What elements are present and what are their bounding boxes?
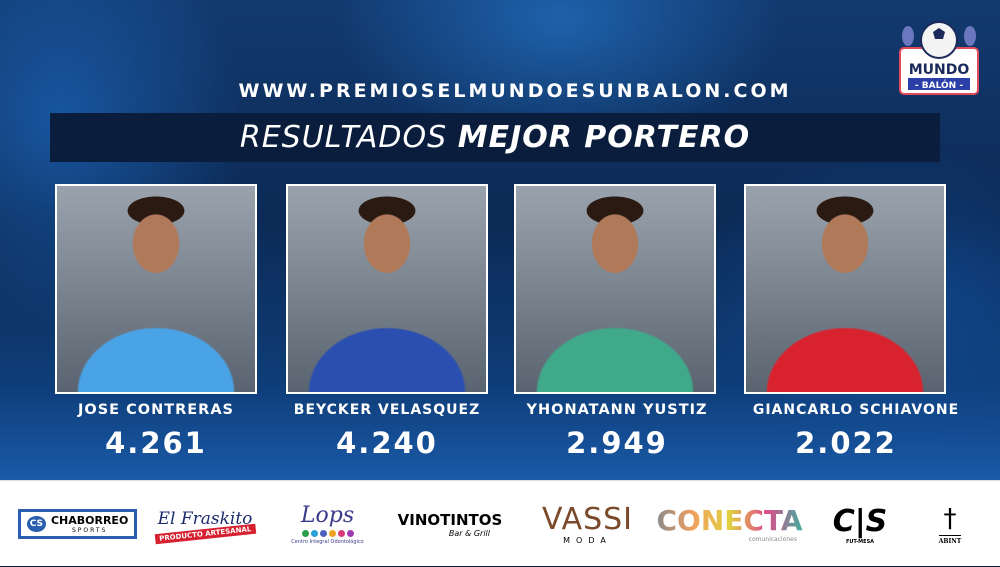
- sponsor-sub: comunicaciones: [748, 535, 797, 543]
- sponsor-sub: Centro Integral Odontológico: [291, 539, 364, 545]
- sponsor-name: C|S: [832, 503, 888, 539]
- player-name: JOSE CONTRERAS: [77, 402, 234, 418]
- sponsor-lops: Lops Centro Integral Odontológico: [280, 481, 375, 567]
- sponsor-sub: Bar & Grill: [448, 528, 490, 538]
- sponsor-sub: MODA: [563, 535, 612, 545]
- mundo-balon-logo: MUNDO - BALÓN -: [899, 21, 979, 95]
- sponsor-el-fraskito: El Fraskito PRODUCTO ARTESANAL: [150, 481, 260, 567]
- sponsor-name: Lops: [300, 503, 355, 528]
- website-url: WWW.PREMIOSELMUNDOESUNBALON.COM: [238, 80, 792, 102]
- logo-text-top: MUNDO: [909, 62, 970, 78]
- sponsor-name: VASSI: [541, 501, 634, 537]
- player-photo: [288, 186, 486, 392]
- player-name: GIANCARLO SCHIAVONE: [752, 402, 960, 418]
- player-score: 2.022: [795, 426, 897, 460]
- sponsor-name: CHABORREO: [50, 514, 129, 527]
- player-card-3: [514, 184, 716, 394]
- title-bar: RESULTADOS MEJOR PORTERO: [50, 113, 940, 162]
- player-name: YHONATANN YUSTIZ: [526, 402, 708, 418]
- sponsor-name: ABINT: [938, 535, 962, 545]
- title-light: RESULTADOS: [239, 120, 448, 155]
- sword-icon: †: [943, 504, 957, 534]
- title-bold: MEJOR PORTERO: [457, 120, 751, 155]
- sponsor-conecta: CONECTA comunicaciones: [656, 481, 802, 567]
- sponsor-abint: † ABINT: [920, 481, 980, 567]
- player-photo: [746, 186, 944, 392]
- player-score: 2.949: [566, 426, 668, 460]
- sponsor-name: El Fraskito: [157, 509, 253, 529]
- shield-icon: CS: [26, 516, 46, 532]
- sponsor-chaborreo: CS CHABORREO SPORTS: [17, 481, 138, 567]
- sponsor-sub: FUT-MESA: [845, 538, 875, 545]
- sponsor-vassi: VASSI MODA: [530, 481, 645, 567]
- player-name: BEYCKER VELASQUEZ: [293, 402, 481, 418]
- sponsor-sub: SPORTS: [71, 527, 108, 534]
- player-card-2: [286, 184, 488, 394]
- sponsor-name: VINOTINTOS: [397, 510, 503, 529]
- player-photo: [516, 186, 714, 392]
- player-photo: [57, 186, 255, 392]
- player-card-1: [55, 184, 257, 394]
- logo-text-bottom: - BALÓN -: [915, 79, 963, 91]
- player-score: 4.261: [105, 426, 207, 460]
- player-card-4: [744, 184, 946, 394]
- sponsor-vinotintos: VINOTINTOS Bar & Grill: [380, 481, 520, 567]
- sponsor-name: CONECTA: [656, 503, 803, 537]
- sponsor-cs-futmesa: C|S FUT-MESA: [815, 481, 905, 567]
- player-score: 4.240: [336, 426, 438, 460]
- sponsors-bar: CS CHABORREO SPORTS El Fraskito PRODUCTO …: [0, 480, 1000, 566]
